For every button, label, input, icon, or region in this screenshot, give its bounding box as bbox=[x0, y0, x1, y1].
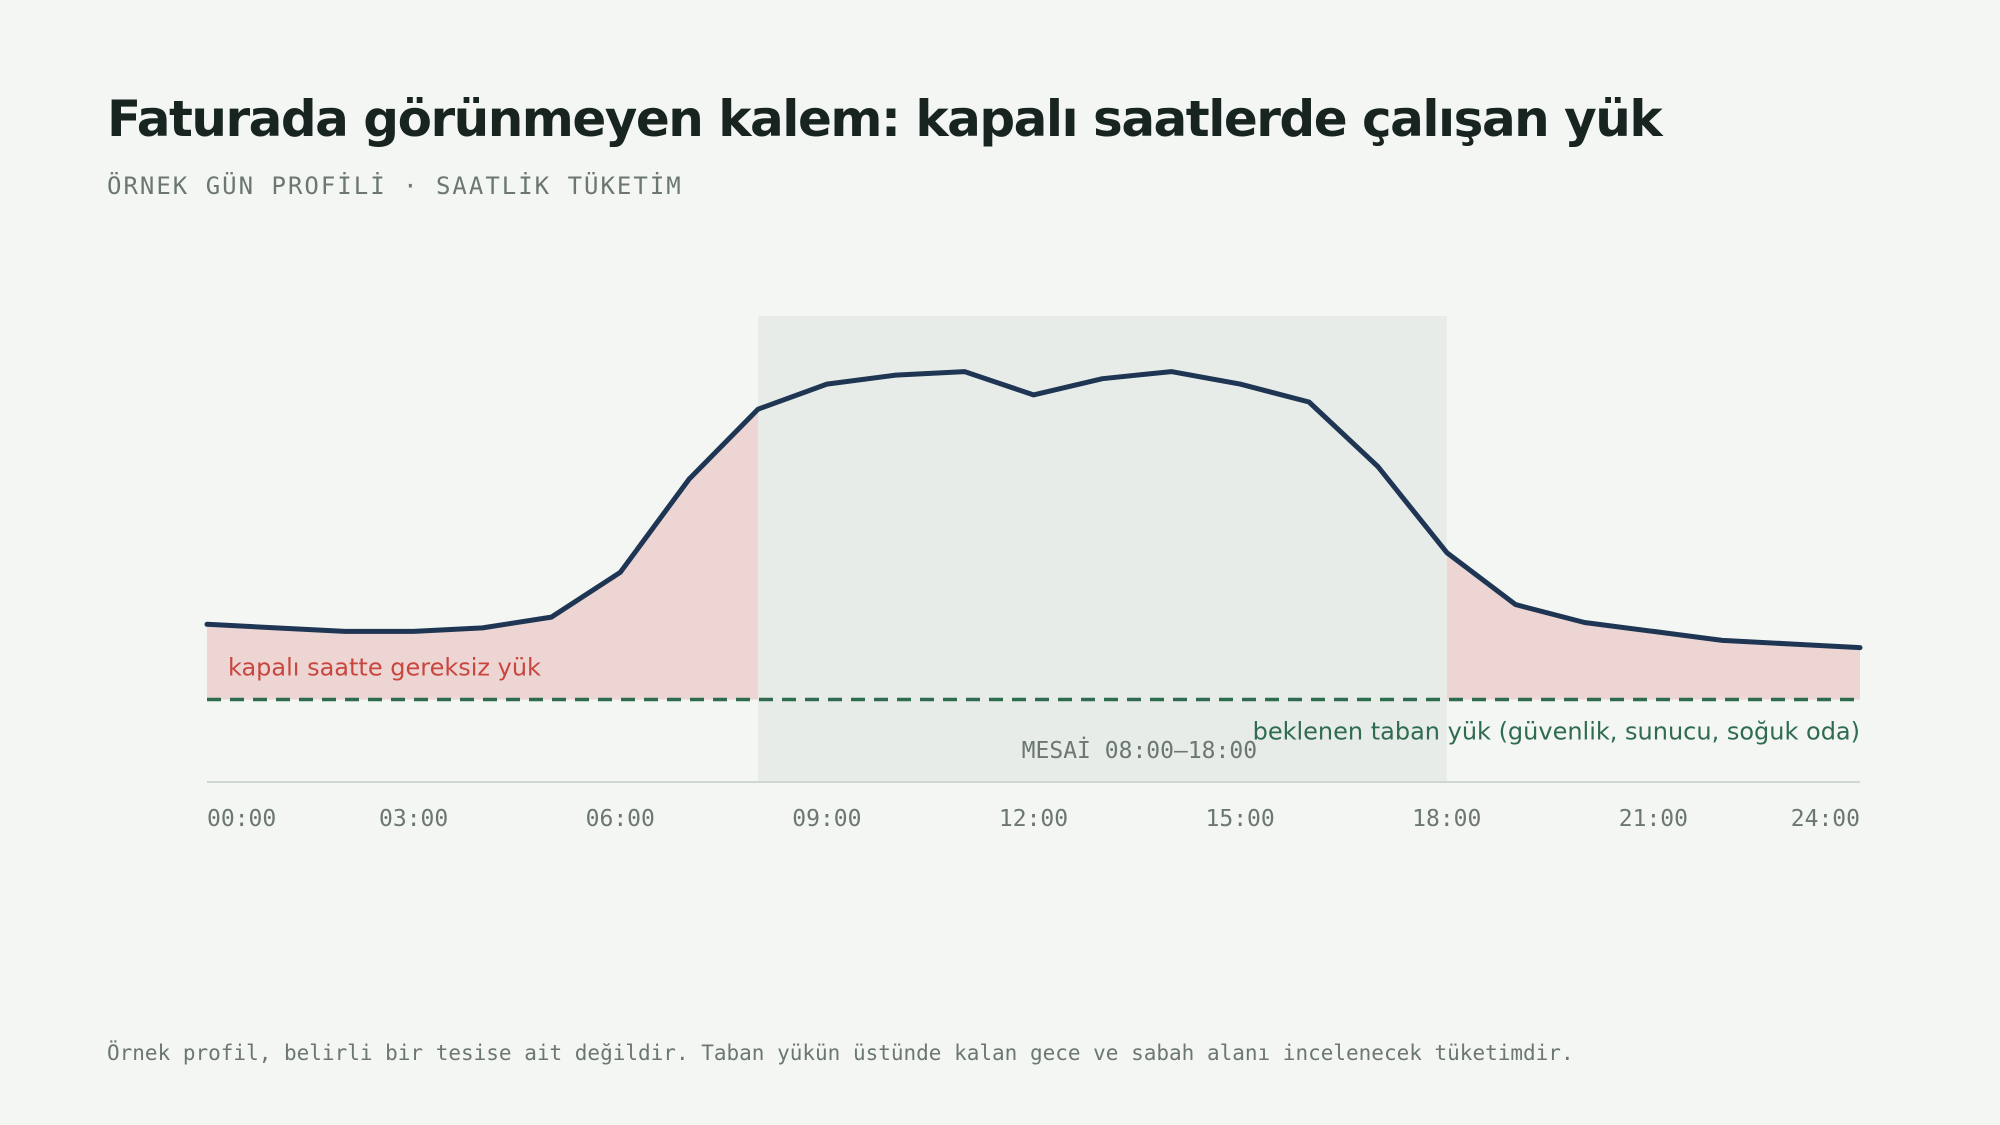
x-tick-label: 06:00 bbox=[586, 806, 655, 832]
x-tick-label: 03:00 bbox=[379, 806, 448, 832]
waste-area-evening bbox=[1446, 552, 1860, 700]
x-tick-label: 00:00 bbox=[207, 806, 276, 832]
business-hours-label: MESAİ 08:00–18:00 bbox=[1022, 736, 1257, 764]
load-series-line bbox=[204, 369, 1863, 651]
business-hours-band bbox=[758, 316, 1447, 782]
waste-area-morning bbox=[207, 409, 758, 700]
baseline-label: beklenen taban yük (güvenlik, sunucu, so… bbox=[1253, 718, 1860, 746]
chart-title: Faturada görünmeyen kalem: kapalı saatle… bbox=[107, 90, 1663, 148]
x-tick-label: 15:00 bbox=[1206, 806, 1275, 832]
x-tick-labels: 00:00 03:00 06:00 09:00 12:00 15:00 18:00 21:00… bbox=[207, 806, 1860, 832]
footnote: Örnek profil, belirli bir tesise ait değ… bbox=[107, 1041, 1574, 1065]
x-tick-label: 18:00 bbox=[1412, 806, 1481, 832]
chart-subtitle: ÖRNEK GÜN PROFİLİ · SAATLİK TÜKETİM bbox=[107, 172, 683, 200]
x-tick-label: 12:00 bbox=[999, 806, 1068, 832]
x-tick-label: 24:00 bbox=[1791, 806, 1860, 832]
x-tick-label: 09:00 bbox=[792, 806, 861, 832]
waste-label: kapalı saatte gereksiz yük bbox=[228, 654, 541, 682]
x-tick-label: 21:00 bbox=[1619, 806, 1688, 832]
